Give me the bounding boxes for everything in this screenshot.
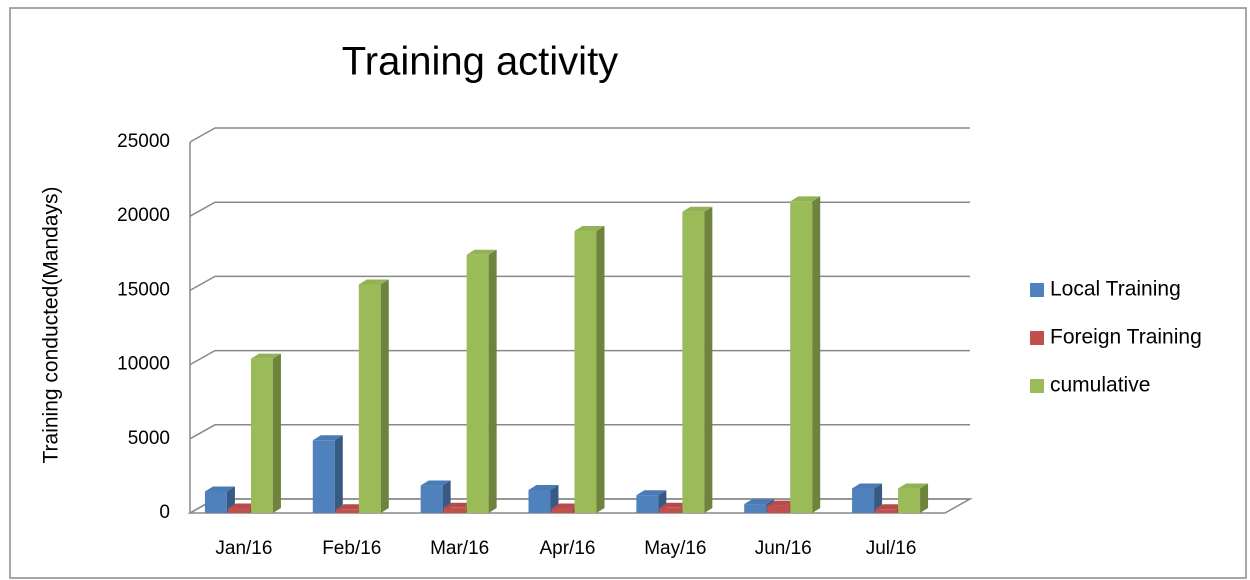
bar: [852, 483, 883, 513]
y-tick-label: 25000: [117, 131, 170, 152]
bar-front: [335, 509, 358, 513]
y-tick-label: 15000: [117, 279, 170, 300]
bar: [358, 279, 389, 513]
legend-swatch: [1030, 331, 1044, 345]
bar-top: [636, 490, 667, 496]
bar-side: [704, 206, 713, 514]
bar-front: [250, 358, 273, 513]
legend-label: Local Training: [1050, 278, 1181, 301]
legend-label: Foreign Training: [1050, 326, 1202, 349]
bar-side: [334, 435, 343, 513]
bar: [312, 435, 343, 513]
bar-top: [312, 435, 343, 441]
y-tick-label: 20000: [117, 205, 170, 226]
bar-top: [767, 500, 798, 506]
bar-side: [596, 226, 605, 514]
x-tick-label: Jul/16: [866, 538, 917, 559]
grid-line: [189, 424, 970, 440]
bar-side: [874, 483, 883, 513]
bar-front: [744, 504, 767, 513]
bar-front: [898, 488, 921, 513]
bar: [790, 196, 821, 514]
bar-top: [852, 483, 883, 489]
bar-side: [812, 196, 821, 514]
bar: [682, 206, 713, 514]
x-tick-label: Mar/16: [430, 538, 489, 559]
bar-top: [659, 502, 690, 508]
x-tick-label: Jun/16: [755, 538, 812, 559]
bar: [574, 226, 605, 514]
bar-side: [380, 279, 389, 513]
bar-top: [227, 503, 258, 509]
bar-top: [420, 480, 451, 486]
bar-front: [574, 231, 597, 514]
bar-front: [875, 509, 898, 513]
bar-top: [682, 206, 713, 212]
bar-front: [466, 254, 489, 513]
bar-top: [551, 503, 582, 509]
bar: [466, 249, 497, 513]
bar-top: [875, 504, 906, 510]
grid-line: [189, 127, 970, 143]
bar-top: [335, 504, 366, 510]
y-tick-label: 10000: [117, 354, 170, 375]
bar-top: [574, 226, 605, 232]
bar-front: [682, 211, 705, 514]
x-tick-label: May/16: [644, 538, 706, 559]
bar-front: [204, 491, 227, 513]
bar-front: [227, 508, 250, 513]
bar-front: [420, 485, 443, 513]
bar: [250, 353, 281, 513]
bar-front: [790, 201, 813, 514]
bar-top: [528, 484, 559, 490]
legend-label: cumulative: [1050, 374, 1150, 397]
bar-top: [204, 486, 235, 492]
bar-side: [920, 483, 929, 513]
bar-front: [767, 505, 790, 513]
legend-swatch: [1030, 283, 1044, 297]
y-tick-label: 5000: [128, 428, 170, 449]
bar-top: [744, 499, 775, 505]
bar-side: [488, 249, 497, 513]
bar-front: [852, 488, 875, 513]
x-tick-label: Feb/16: [322, 538, 381, 559]
x-tick-label: Jan/16: [215, 538, 272, 559]
bar-front: [443, 507, 466, 513]
chart-title: Training activity: [342, 40, 618, 84]
bar-top: [443, 502, 474, 508]
bar-front: [312, 440, 335, 513]
grid-line: [189, 349, 970, 366]
grid-line: [189, 201, 970, 217]
y-axis-label: Training conducted(Mandays): [40, 186, 63, 463]
bar-front: [636, 495, 659, 513]
legend-swatch: [1030, 379, 1044, 393]
bar-top: [466, 249, 497, 255]
bar-top: [898, 483, 929, 489]
bar-front: [551, 508, 574, 513]
grid-line: [189, 275, 970, 292]
bar-front: [358, 284, 381, 513]
bar-side: [272, 353, 281, 513]
x-tick-label: Apr/16: [540, 538, 596, 559]
y-tick-label: 0: [159, 502, 170, 523]
bar: [898, 483, 929, 513]
bar-front: [528, 489, 551, 513]
bar-top: [250, 353, 281, 359]
bar-front: [659, 507, 682, 513]
bar-top: [358, 279, 389, 285]
bar-top: [790, 196, 821, 202]
